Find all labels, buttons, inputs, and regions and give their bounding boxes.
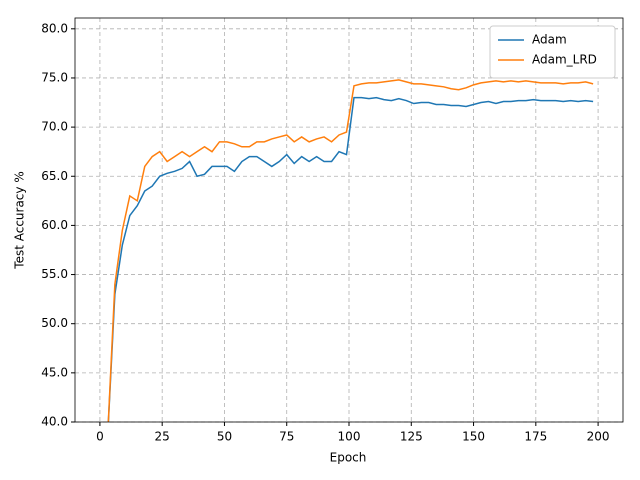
legend-box xyxy=(489,25,616,79)
y-tick-label: 45.0 xyxy=(41,365,68,379)
x-tick-label: 50 xyxy=(217,430,232,444)
x-tick-label: 200 xyxy=(587,430,610,444)
axes-frame xyxy=(74,17,624,423)
line-series xyxy=(107,79,594,422)
x-tick-label: 25 xyxy=(155,430,170,444)
x-tick-label: 100 xyxy=(338,430,361,444)
y-tick-label: 50.0 xyxy=(41,316,68,330)
y-tick-label: 40.0 xyxy=(41,415,68,429)
y-tick-label: 60.0 xyxy=(41,218,68,232)
y-tick-label: 80.0 xyxy=(41,21,68,35)
y-tick-label: 55.0 xyxy=(41,267,68,281)
x-tick-label: 0 xyxy=(96,430,104,444)
y-tick-label: 75.0 xyxy=(41,70,68,84)
line-series xyxy=(107,96,594,422)
x-axis-label: Epoch xyxy=(330,451,367,465)
x-tick-label: 125 xyxy=(400,430,423,444)
y-tick-label: 70.0 xyxy=(41,120,68,134)
x-tick-label: 175 xyxy=(524,430,547,444)
x-tick-label: 75 xyxy=(279,430,294,444)
y-tick-label: 65.0 xyxy=(41,169,68,183)
legend-label: Adam_LRD xyxy=(532,53,597,67)
y-axis-label: Test Accuracy % xyxy=(13,171,27,269)
x-tick-label: 150 xyxy=(462,430,485,444)
plot-area xyxy=(107,79,594,422)
legend-label: Adam xyxy=(532,33,567,47)
